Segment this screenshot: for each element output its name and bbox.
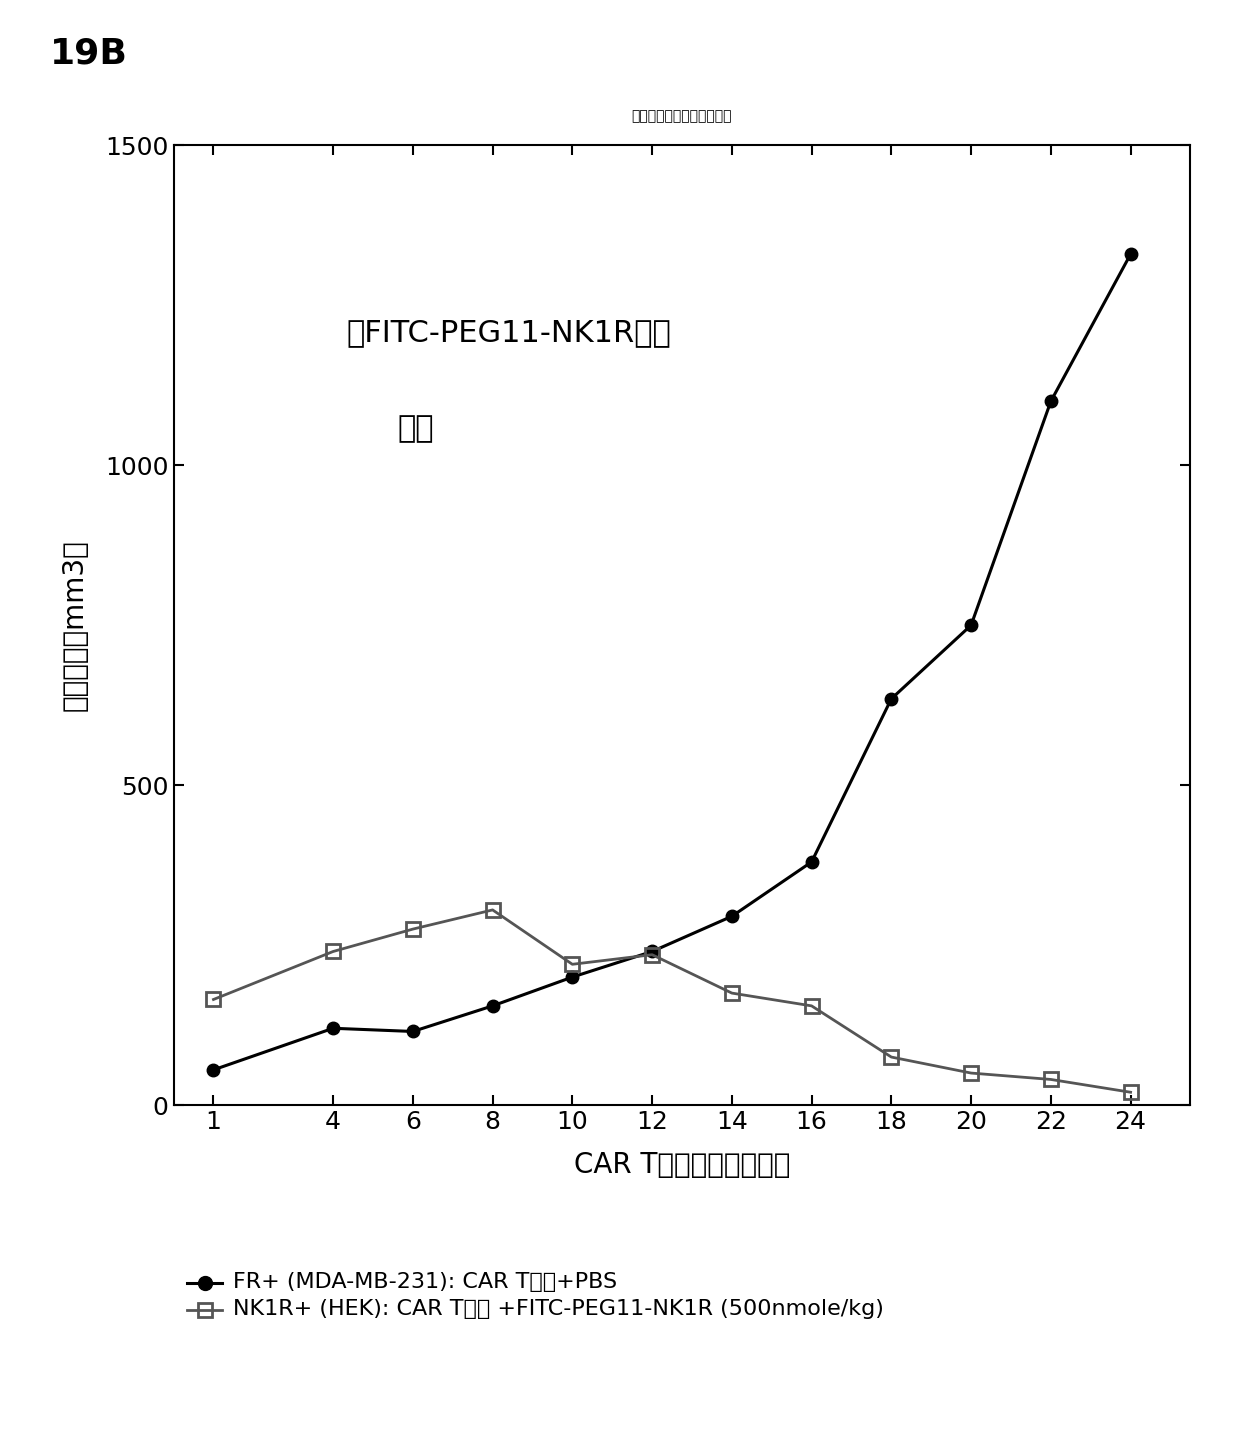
Legend: FR+ (MDA-MB-231): CAR T细胞+PBS, NK1R+ (HEK): CAR T细胞 +FITC-PEG11-NK1R (500nmole/k: FR+ (MDA-MB-231): CAR T细胞+PBS, NK1R+ (HE… xyxy=(181,1265,892,1326)
Title: 同一小鼠中的两种不同肿瘴: 同一小鼠中的两种不同肿瘴 xyxy=(631,109,733,124)
Text: 用FITC-PEG11-NK1R适体: 用FITC-PEG11-NK1R适体 xyxy=(346,318,671,348)
X-axis label: CAR T细胞注射后的天数: CAR T细胞注射后的天数 xyxy=(574,1150,790,1179)
Y-axis label: 肿瘴体积（mm3）: 肿瘴体积（mm3） xyxy=(61,539,88,711)
Text: 治疗: 治疗 xyxy=(397,414,434,443)
Text: 19B: 19B xyxy=(50,36,128,70)
